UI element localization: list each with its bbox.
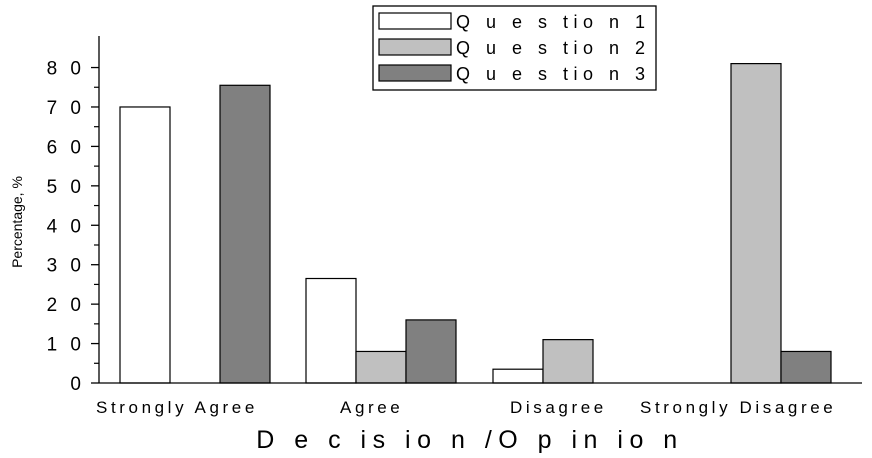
bar-series1-cat1 [119, 106, 171, 384]
category-labels: Strongly Agree Agree Disagree Strongly Disa… [96, 398, 836, 417]
y-tick-label: 8 0 [47, 59, 85, 80]
x-axis-label: D e c is io n /O p in io n [256, 426, 683, 454]
category-label: Strongly Disagree [640, 398, 836, 417]
axes-layer [98, 36, 862, 384]
legend: Q u e s tio n 1 Q u e s tio n 2 Q u e s ti… [372, 5, 657, 91]
y-tick-label: 7 0 [47, 98, 85, 119]
y-tick-label: 4 0 [47, 216, 85, 237]
y-tick-label: 0 [70, 374, 85, 395]
category-label: Strongly Agree [96, 398, 258, 417]
bar-series1-cat2 [305, 277, 357, 384]
y-tick-label: 1 0 [47, 335, 85, 356]
bar-series1-cat3 [492, 368, 544, 384]
bar-series2-cat3 [542, 339, 594, 384]
y-axis-label: Percentage, % [9, 176, 25, 268]
bar-series3-cat1 [219, 84, 271, 384]
bar-series2-cat4 [730, 63, 782, 384]
y-tick-label: 2 0 [47, 295, 85, 316]
legend-swatch [378, 12, 452, 30]
bar-series3-cat4 [780, 350, 832, 384]
y-ticks: 0 1 0 2 0 3 0 4 0 5 0 6 0 7 0 8 0 [47, 59, 99, 395]
bar-series2-cat2 [355, 350, 407, 384]
category-label: Disagree [510, 398, 607, 417]
y-tick-label: 6 0 [47, 137, 85, 158]
bar-series3-cat2 [405, 319, 457, 384]
bars-layer [119, 63, 832, 384]
legend-label: Q u e s tio n 3 [456, 64, 651, 84]
legend-label: Q u e s tio n 2 [456, 38, 651, 58]
category-label: Agree [340, 398, 403, 417]
legend-swatch [378, 38, 452, 56]
y-tick-label: 3 0 [47, 256, 85, 277]
legend-label: Q u e s tio n 1 [456, 12, 651, 32]
y-tick-label: 5 0 [47, 177, 85, 198]
legend-swatch [378, 64, 452, 82]
